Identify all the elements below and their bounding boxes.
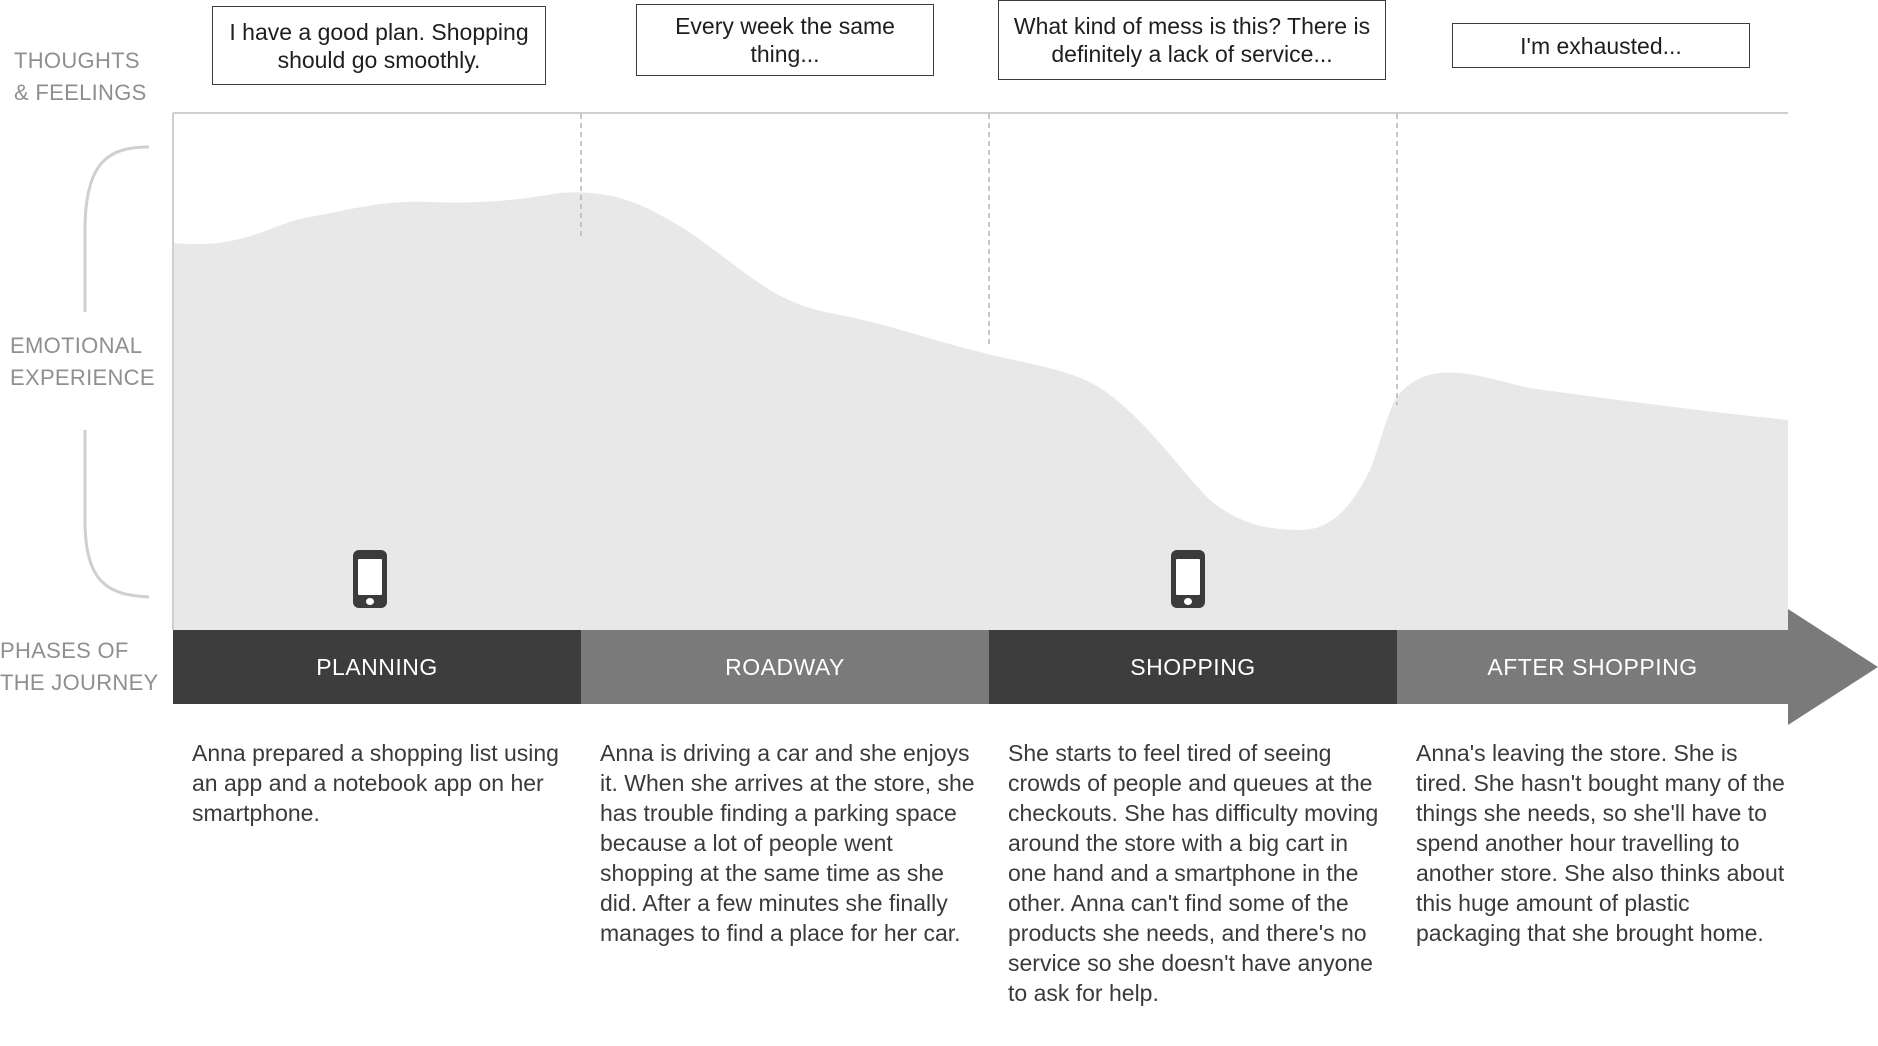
phase-label: SHOPPING — [1130, 653, 1256, 680]
phase-planning: PLANNING — [173, 630, 581, 704]
phase-roadway: ROADWAY — [581, 630, 989, 704]
smartphone-icon — [1171, 550, 1205, 608]
emotion-brace-bottom — [83, 430, 150, 599]
phase-shopping: SHOPPING — [989, 630, 1397, 704]
phase-description-shopping: She starts to feel tired of seeing crowd… — [1008, 740, 1379, 1006]
row-label-thoughts: THOUGHTS & FEELINGS — [14, 48, 147, 105]
phase-label: PLANNING — [316, 653, 438, 680]
thought-box-roadway: Every week the same thing... — [636, 4, 934, 76]
journey-arrow-head — [1788, 609, 1878, 725]
phase-description-after-shopping: Anna's leaving the store. She is tired. … — [1416, 740, 1785, 946]
smartphone-icon — [353, 550, 387, 608]
thought-box-after-shopping: I'm exhausted... — [1452, 23, 1750, 68]
row-label-phases: PHASES OF THE JOURNEY — [0, 638, 159, 695]
thought-box-planning: I have a good plan. Shopping should go s… — [212, 6, 546, 85]
phase-description-roadway: Anna is driving a car and she enjoys it.… — [600, 740, 975, 946]
emotion-brace-top — [83, 145, 150, 312]
phase-after-shopping: AFTER SHOPPING — [1397, 630, 1788, 704]
row-label-emotional: EMOTIONAL EXPERIENCE — [10, 333, 155, 390]
phase-label: ROADWAY — [725, 653, 845, 680]
phase-label: AFTER SHOPPING — [1487, 653, 1698, 680]
phase-description-planning: Anna prepared a shopping list using an a… — [192, 740, 559, 826]
thought-box-shopping: What kind of mess is this? There is defi… — [998, 0, 1386, 80]
emotion-curve-area — [173, 192, 1788, 630]
